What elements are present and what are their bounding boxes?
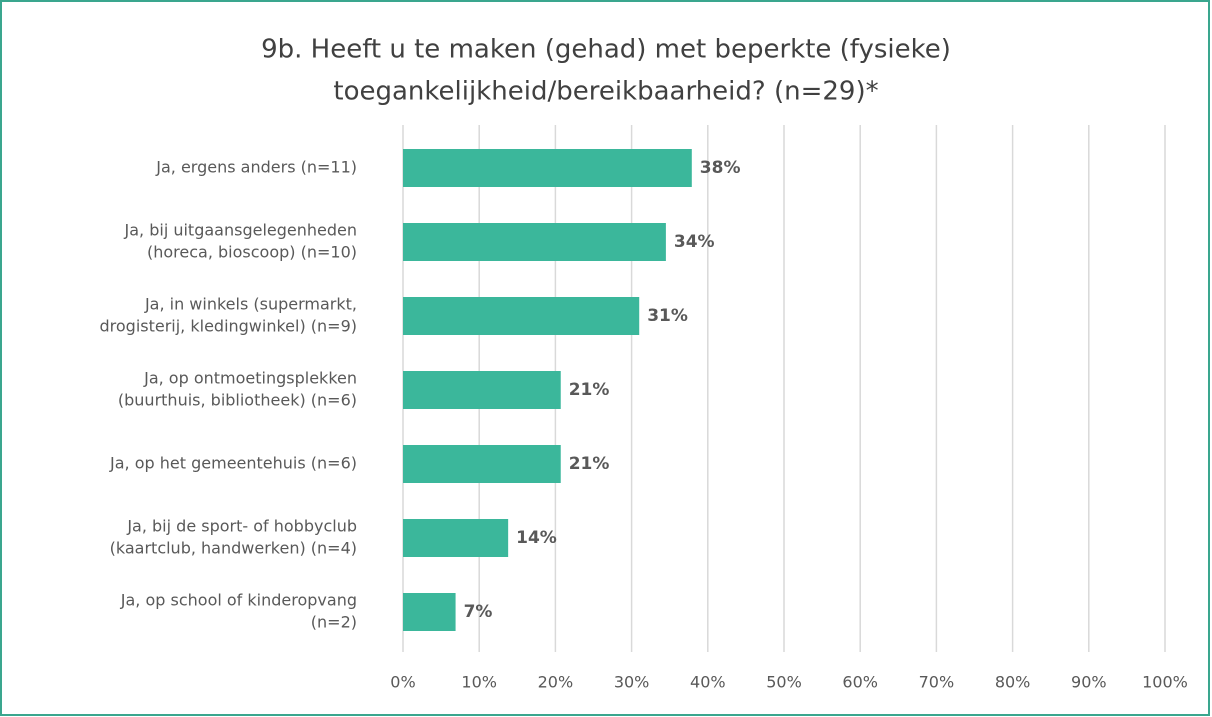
value-label: 7% [464,602,493,622]
x-tick-label: 100% [1142,673,1188,692]
chart-title: 9b. Heeft u te maken (gehad) met beperkt… [261,35,951,65]
value-label: 21% [569,454,610,474]
bar [403,371,561,409]
y-tick-label: Ja, op school of kinderopvang [120,591,357,610]
x-tick-label: 60% [842,673,878,692]
x-tick-label: 30% [614,673,650,692]
x-tick-label: 50% [766,673,802,692]
bar [403,297,640,335]
x-tick-label: 40% [690,673,726,692]
y-tick-label: Ja, op het gemeentehuis (n=6) [109,454,357,473]
value-label: 34% [674,232,715,252]
y-tick-label: Ja, bij uitgaansgelegenheden [124,221,357,240]
x-tick-label: 20% [538,673,574,692]
value-label: 21% [569,380,610,400]
y-tick-label: (horeca, bioscoop) (n=10) [147,243,357,262]
bar [403,223,666,261]
y-tick-label: (n=2) [311,613,357,632]
y-tick-label: Ja, ergens anders (n=11) [155,158,357,177]
y-tick-label: drogisterij, kledingwinkel) (n=9) [99,317,357,336]
y-tick-label: Ja, bij de sport- of hobbyclub [126,517,357,536]
y-tick-label: Ja, in winkels (supermarkt, [144,295,357,314]
chart-title: toegankelijkheid/bereikbaarheid? (n=29)* [333,77,878,107]
y-tick-label: Ja, op ontmoetingsplekken [143,369,357,388]
y-tick-label: (buurthuis, bibliotheek) (n=6) [118,391,357,410]
y-tick-label: (kaartclub, handwerken) (n=4) [110,539,357,558]
value-label: 14% [516,528,557,548]
x-tick-label: 70% [919,673,955,692]
bar [403,149,692,187]
x-tick-label: 0% [390,673,415,692]
bar [403,593,456,631]
bar [403,445,561,483]
bar [403,519,509,557]
value-label: 38% [700,158,741,178]
value-label: 31% [647,306,688,326]
x-tick-label: 90% [1071,673,1107,692]
x-tick-label: 10% [461,673,497,692]
x-tick-label: 80% [995,673,1031,692]
